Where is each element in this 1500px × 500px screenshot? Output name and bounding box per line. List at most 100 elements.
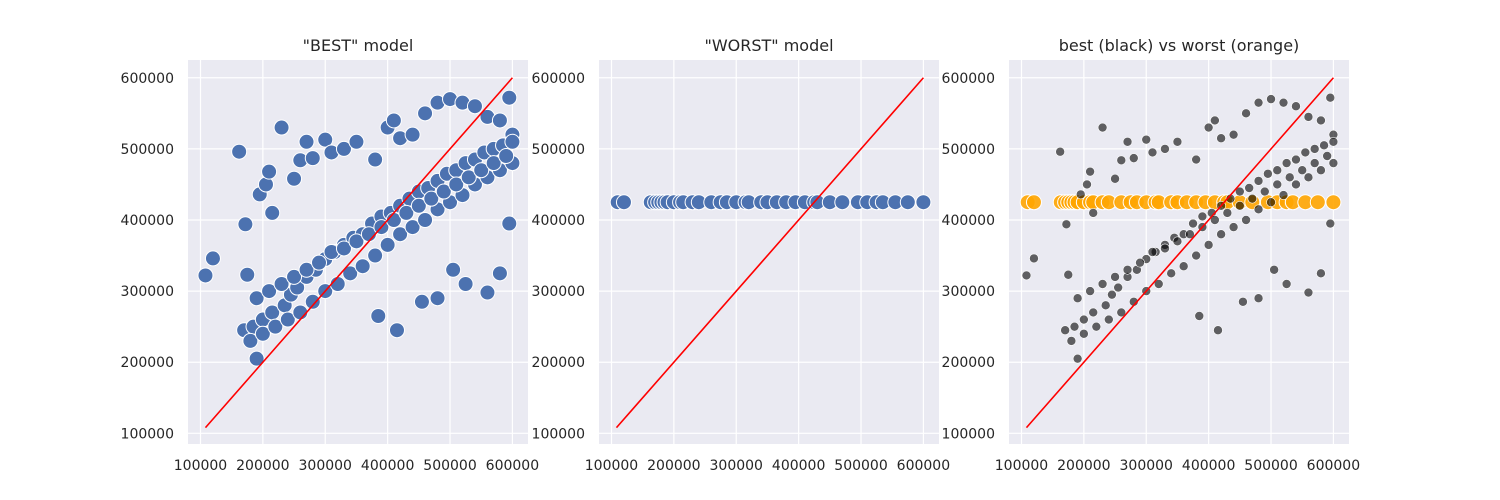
scatter-point [273,276,290,292]
scatter-point [261,283,278,300]
scatter-point [1072,293,1083,304]
x-tick-label: 500000 [1244,458,1297,474]
x-tick-label: 500000 [423,458,476,474]
scatter-point [261,163,278,180]
y-tick-label: 200000 [121,355,174,371]
scatter-point [485,155,502,172]
scatter-point [413,293,430,310]
x-tick-label: 400000 [361,458,414,474]
scatter-point [239,266,256,283]
scatter-point [1085,286,1095,296]
scatter-point [501,89,518,106]
scatter-point [1135,257,1145,268]
y-tick-label: 400000 [942,213,995,229]
scatter-point [1309,194,1326,211]
scatter-point [1116,155,1127,166]
scatter-point [429,290,446,307]
scatter-point [1122,136,1133,147]
scatter-point [460,169,477,186]
x-tick-label: 300000 [710,458,763,474]
scatter-point [1235,186,1245,197]
scatter-point [417,212,434,228]
y-tick-label: 500000 [532,142,585,158]
x-tick-label: 300000 [1120,458,1173,474]
scatter-point [1259,186,1270,197]
scatter-point [1238,296,1248,307]
scatter-point [1216,133,1226,144]
scatter-point [1188,218,1198,229]
y-tick-label: 500000 [121,142,174,158]
scatter-point [1172,136,1183,147]
y-tick-label: 600000 [942,71,995,87]
scatter-point [1300,147,1311,158]
x-tick-label: 200000 [236,458,289,474]
reference-line [1025,77,1335,429]
scatter-point [1066,336,1077,346]
scatter-point [1178,261,1189,272]
scatter-point [348,133,365,150]
reference-line [204,77,514,429]
scatter-point [1319,140,1329,151]
y-tick-label: 100000 [121,426,174,442]
scatter-point [1303,112,1314,122]
scatter-point [1222,208,1233,218]
scatter-point [1269,264,1279,275]
scatter-point [1278,97,1289,108]
scatter-point [491,265,508,282]
scatter-point [317,131,334,148]
y-tick-label: 100000 [532,426,585,442]
scatter-point [1113,282,1123,293]
panel-best-model: 100000 200000 300000 400000 500000 600000 1000… [121,36,540,474]
scatter-point [254,325,271,342]
scatter-point [1172,236,1183,247]
scatter-point [267,318,284,335]
scatter-point [1063,269,1074,280]
scatter-point [1021,270,1032,281]
scatter-point [417,105,434,122]
x-tick-label: 100000 [585,458,638,474]
scatter-point [1128,153,1139,163]
scatter-point [1100,300,1111,311]
scatter-point [1316,115,1326,126]
y-tick-label: 200000 [942,355,995,371]
scatter-point [248,350,265,367]
scatter-point [491,112,508,129]
scatter-point [1116,307,1127,318]
scatter-series [609,194,932,211]
scatter-point [273,119,290,136]
scatter-point [1325,194,1342,211]
scatter-point [379,236,396,253]
scatter-point [298,133,315,150]
chart-title: "BEST" model [303,36,414,55]
scatter-point [1316,268,1326,279]
x-tick-label: 400000 [1182,458,1235,474]
scatter-point [1203,240,1214,250]
y-tick-label: 400000 [532,213,585,229]
panel-worst-model: 100000 200000 300000 400000 500000 600000 1000… [532,36,951,474]
scatter-point [392,226,409,243]
scatter-point [445,261,462,278]
scatter-point [1316,165,1326,176]
scatter-point [1303,287,1314,298]
scatter-point [1107,289,1117,300]
scatter-point [1088,208,1099,218]
scatter-point [1029,253,1039,264]
x-tick-label: 200000 [1057,458,1110,474]
scatter-point [404,219,421,236]
y-tick-label: 400000 [121,213,174,229]
scatter-point [1153,279,1164,289]
scatter-point [1055,146,1065,157]
scatter-point [370,308,387,324]
scatter-point [423,190,440,207]
scatter-point [1104,314,1114,325]
scatter-point [1228,222,1239,232]
y-tick-label: 500000 [942,142,995,158]
scatter-point [404,126,421,143]
scatter-point [1272,179,1283,190]
scatter-point [354,258,371,275]
scatter-point [834,194,851,211]
scatter-point [1122,264,1133,275]
scatter-point [1025,194,1042,211]
scatter-point [1303,172,1314,183]
scatter-point [1097,279,1108,289]
